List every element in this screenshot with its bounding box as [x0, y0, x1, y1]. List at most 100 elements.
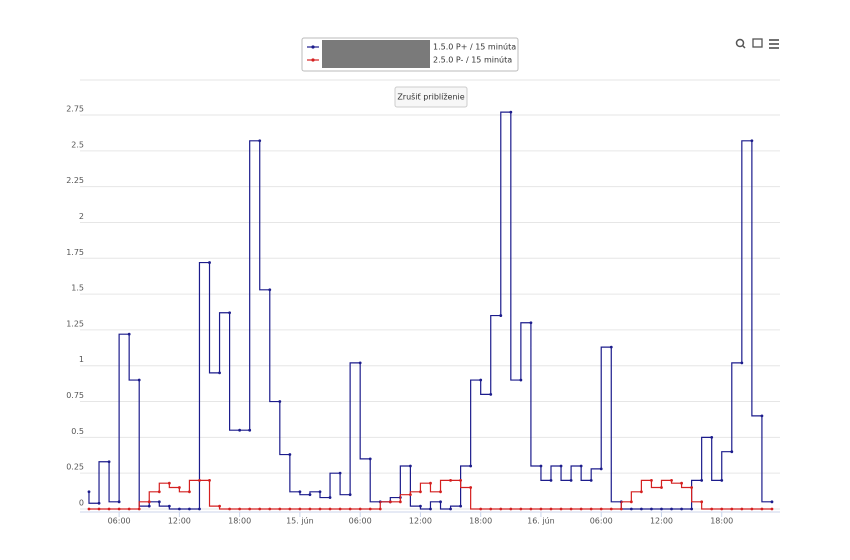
point: [680, 507, 683, 511]
point: [499, 507, 503, 511]
y-tick-label: 1.75: [66, 248, 84, 257]
toolbar[interactable]: [735, 38, 780, 49]
point: [208, 478, 211, 482]
point: [730, 507, 734, 511]
point: [368, 457, 372, 461]
point: [690, 507, 694, 511]
legend-label: 2.5.0 P- / 15 minúta: [433, 56, 512, 65]
menu-icon[interactable]: [769, 39, 779, 49]
x-tick-label: 12:00: [409, 517, 432, 526]
point: [87, 490, 91, 494]
point: [680, 481, 683, 485]
point: [308, 493, 312, 497]
point: [228, 507, 232, 511]
point: [268, 288, 272, 292]
point: [218, 504, 221, 508]
point: [710, 507, 714, 511]
point: [338, 471, 342, 475]
reset-zoom-button[interactable]: Zrušiť priblíženie: [394, 86, 468, 108]
y-tick-label: 2: [79, 212, 84, 221]
point: [629, 500, 633, 504]
point: [459, 504, 463, 508]
point: [650, 507, 653, 511]
point: [167, 481, 171, 485]
point: [489, 507, 493, 511]
point: [549, 507, 553, 511]
point: [278, 507, 282, 511]
x-tick-label: 12:00: [650, 517, 673, 526]
x-tick-label: 16. jún: [527, 517, 555, 526]
point: [569, 478, 573, 482]
point: [228, 311, 232, 315]
point: [177, 507, 181, 511]
point: [539, 464, 543, 468]
redacted-block: [322, 40, 430, 68]
point: [439, 500, 442, 504]
point: [398, 500, 402, 504]
y-tick-label: 2.5: [71, 140, 84, 149]
x-tick-label: 18:00: [228, 517, 251, 526]
point: [479, 378, 483, 382]
point: [348, 507, 352, 511]
point: [348, 493, 352, 497]
point: [97, 507, 101, 511]
point: [619, 507, 623, 511]
legend-label: 1.5.0 P+ / 15 minúta: [433, 43, 516, 52]
point: [238, 507, 242, 511]
point: [157, 500, 161, 504]
point: [770, 507, 774, 511]
point: [449, 507, 452, 511]
point: [609, 345, 613, 349]
point: [107, 507, 111, 511]
point: [579, 464, 583, 468]
point: [459, 478, 463, 482]
point: [358, 361, 362, 365]
point: [419, 490, 422, 494]
point: [700, 500, 704, 504]
point: [419, 504, 422, 508]
point: [328, 507, 332, 511]
point: [147, 504, 151, 508]
point: [218, 371, 221, 375]
point: [690, 486, 694, 489]
x-tick-label: 18:00: [710, 517, 733, 526]
y-tick-label: 2.25: [66, 176, 84, 185]
point: [408, 493, 412, 497]
x-tick-label: 06:00: [349, 517, 372, 526]
y-tick-label: 2.75: [66, 105, 84, 114]
point: [750, 507, 754, 511]
point: [599, 507, 603, 511]
legend-marker: [311, 45, 315, 49]
point: [579, 507, 583, 511]
point: [509, 110, 513, 114]
point: [198, 478, 201, 482]
y-tick-label: 0.5: [71, 427, 84, 436]
point: [650, 478, 653, 482]
point: [529, 321, 533, 325]
y-tick-label: 1.25: [66, 319, 84, 328]
point: [639, 507, 643, 511]
point: [298, 490, 302, 494]
zoom-icon[interactable]: [735, 38, 745, 48]
legend-marker: [311, 58, 315, 62]
point: [479, 507, 483, 511]
point: [609, 507, 613, 511]
point: [559, 507, 563, 511]
point: [499, 314, 503, 317]
point: [429, 507, 432, 511]
point: [137, 507, 141, 511]
button-box[interactable]: [394, 86, 468, 108]
zoom-icon-handle[interactable]: [741, 44, 746, 49]
button-label[interactable]: Zrušiť priblíženie: [397, 92, 464, 102]
point: [198, 507, 201, 511]
point: [750, 139, 754, 143]
point: [589, 478, 593, 482]
point: [378, 507, 382, 511]
series-line: [88, 111, 772, 510]
export-icon[interactable]: [752, 38, 763, 48]
point: [97, 501, 101, 505]
point: [147, 500, 151, 504]
point: [589, 507, 593, 511]
point: [87, 507, 91, 511]
